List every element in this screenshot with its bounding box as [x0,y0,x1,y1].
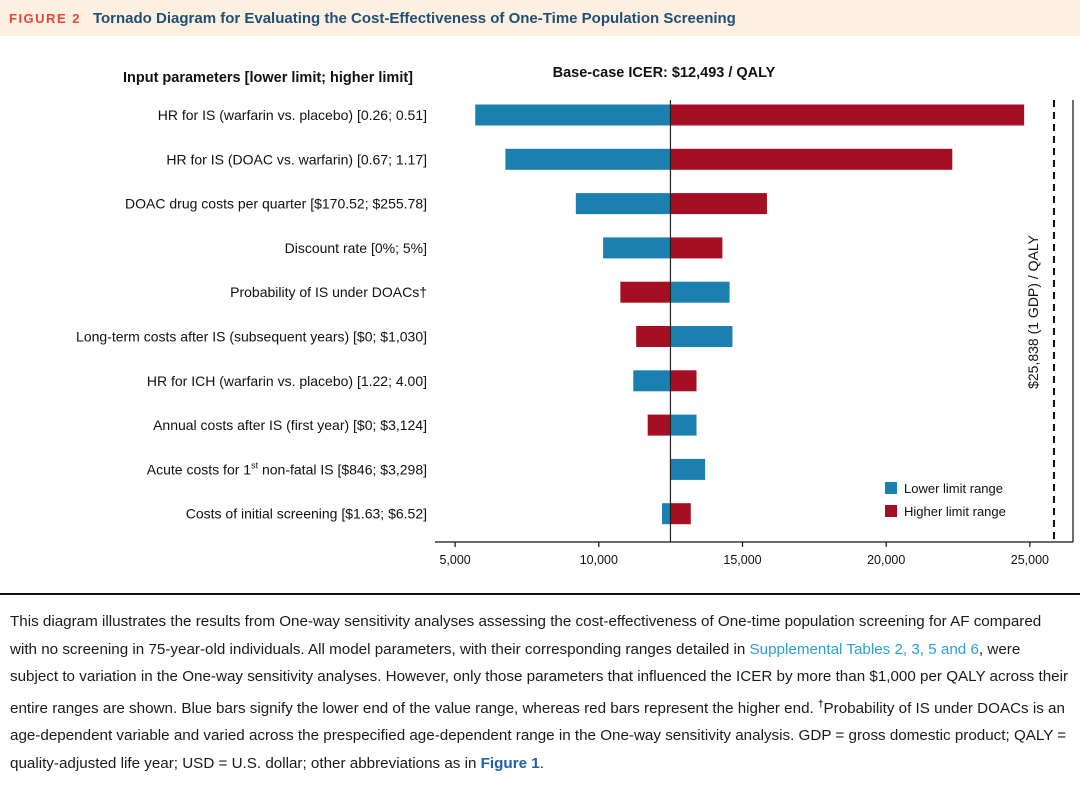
bar-lower-limit [575,193,671,215]
bar-higher-limit [647,414,671,436]
category-label: Discount rate [0%; 5%] [285,240,427,256]
x-tick-label: 25,000 [1011,553,1049,567]
figure-caption: This diagram illustrates the results fro… [10,608,1072,777]
category-label: DOAC drug costs per quarter [$170.52; $2… [125,196,427,212]
legend-swatch [885,505,897,517]
bar-higher-limit [670,193,767,215]
y-axis-title: Input parameters [lower limit; higher li… [123,70,413,86]
bar-lower-limit [662,503,671,525]
figure-header: FIGURE 2 Tornado Diagram for Evaluating … [0,0,1080,36]
bar-higher-limit [636,326,671,347]
category-label: Annual costs after IS (first year) [$0; … [153,417,427,433]
bar-lower-limit [670,326,733,347]
x-tick-label: 5,000 [439,553,470,567]
chart-title: Base-case ICER: $12,493 / QALY [553,65,776,81]
bar-higher-limit [670,237,723,259]
bar-higher-limit [670,370,697,392]
bar-lower-limit [633,370,671,392]
category-label: Costs of initial screening [$1.63; $6.52… [186,506,427,522]
caption-text-2: , were subject to variation in the One-w… [10,640,1069,717]
caption-divider [0,593,1080,595]
legend-label: Higher limit range [904,504,1006,519]
bar-higher-limit [670,503,691,525]
dagger-mark: † [817,698,824,710]
category-label: HR for IS (DOAC vs. warfarin) [0.67; 1.1… [166,151,427,167]
category-label: Probability of IS under DOACs† [230,284,427,300]
caption-text-1: This diagram illustrates the results fro… [10,613,1042,658]
bar-lower-limit [670,458,706,480]
bar-lower-limit [670,414,697,436]
bar-higher-limit [670,148,953,170]
category-label: Long-term costs after IS (subsequent yea… [76,329,427,345]
bar-lower-limit [475,104,671,126]
legend-swatch [885,482,897,494]
caption-text-3: Probability of IS under DOACs is an age-… [10,699,1067,772]
legend-label: Lower limit range [904,481,1003,496]
supplemental-tables-link[interactable]: Supplemental Tables 2, 3, 5 and 6 [749,640,979,658]
x-tick-label: 20,000 [867,553,905,567]
caption-text-4: . [539,754,544,772]
x-tick-label: 10,000 [580,553,618,567]
figure-label: FIGURE 2 [9,10,81,26]
threshold-label: $25,838 (1 GDP) / QALY [1025,234,1041,388]
figure-title: Tornado Diagram for Evaluating the Cost-… [92,9,736,27]
category-label: HR for ICH (warfarin vs. placebo) [1.22;… [147,373,427,389]
bar-lower-limit [670,281,730,303]
bar-lower-limit [603,237,671,259]
bar-higher-limit [620,281,671,303]
bar-higher-limit [670,104,1025,126]
tornado-chart: Input parameters [lower limit; higher li… [76,65,1074,567]
figure-1-link[interactable]: Figure 1 [480,754,540,772]
category-label: HR for IS (warfarin vs. placebo) [0.26; … [158,107,427,123]
bar-lower-limit [505,148,671,170]
category-label: Acute costs for 1st non-fatal IS [$846; … [147,460,427,477]
x-tick-label: 15,000 [723,553,761,567]
